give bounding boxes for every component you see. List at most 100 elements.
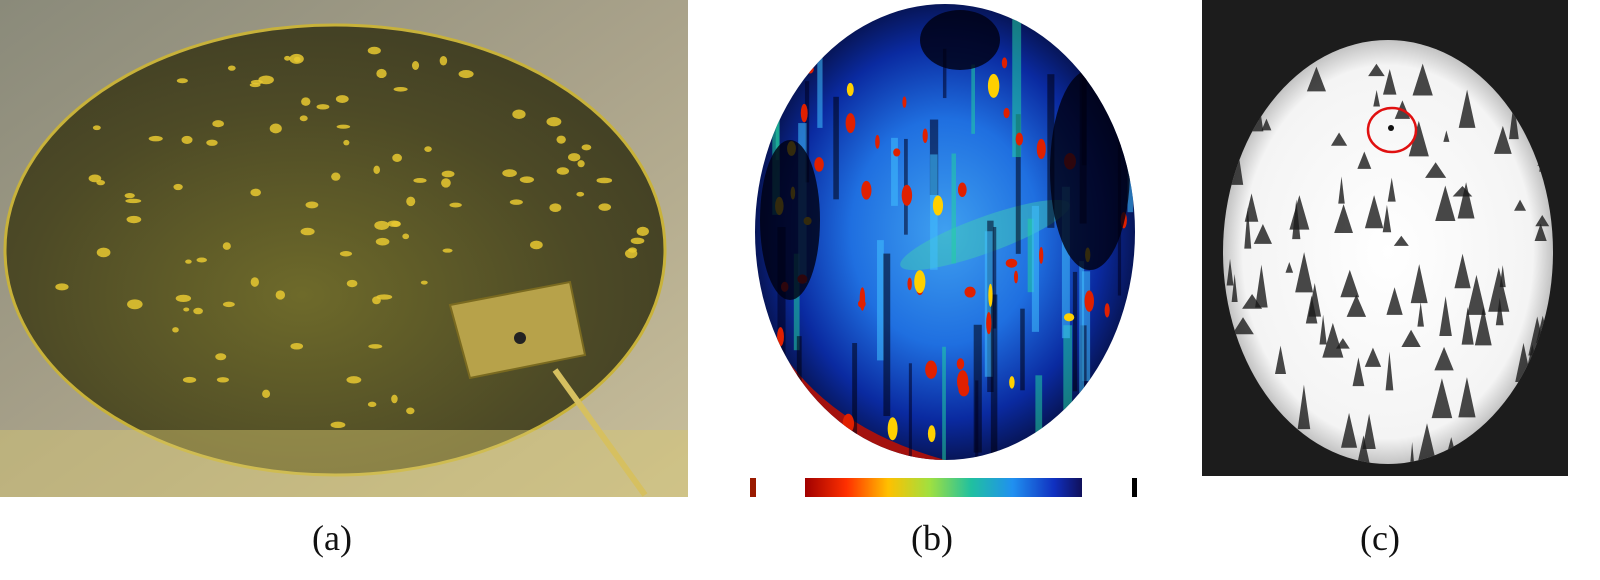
hot-spot — [845, 113, 856, 134]
defect — [1319, 314, 1327, 345]
bubble — [576, 191, 585, 197]
dark-region — [920, 10, 1000, 70]
defect — [1338, 176, 1345, 204]
streak — [804, 81, 810, 183]
bubble — [581, 144, 592, 151]
bubble — [530, 240, 543, 250]
defect — [1364, 347, 1382, 367]
bubble — [406, 196, 416, 207]
bubble — [275, 290, 286, 300]
streak — [775, 92, 779, 161]
defect — [1454, 253, 1471, 289]
bubble — [127, 299, 143, 310]
hot-spot — [1039, 247, 1044, 264]
bubble — [183, 307, 190, 312]
defect — [1244, 207, 1252, 249]
hot-spot — [932, 195, 944, 216]
defect — [1417, 301, 1424, 327]
bubble — [172, 327, 179, 333]
hot-spot — [1013, 270, 1019, 284]
bubble — [439, 55, 448, 66]
bubble — [336, 124, 351, 129]
hot-spot — [956, 358, 965, 370]
hot-spot — [1084, 290, 1094, 312]
bubble — [402, 233, 410, 240]
defect — [1386, 287, 1403, 315]
bubble — [92, 125, 101, 131]
hot-spot — [1063, 313, 1075, 322]
bubble — [222, 242, 231, 250]
hot-spot — [1115, 75, 1124, 94]
bubble — [420, 280, 428, 285]
defect — [1253, 223, 1272, 244]
defect — [1412, 63, 1433, 96]
bubble — [546, 116, 562, 127]
bubble — [406, 407, 415, 415]
color-map-panel — [750, 4, 1137, 497]
bubble — [193, 307, 203, 315]
hot-spot — [925, 360, 938, 379]
hot-spot — [802, 49, 808, 66]
bubble — [375, 237, 390, 246]
defect — [1334, 204, 1353, 233]
defect — [1457, 182, 1475, 219]
hot-spot — [927, 425, 936, 443]
defect — [1458, 89, 1476, 128]
hot-spot — [901, 184, 913, 206]
bubble — [331, 172, 341, 181]
bubble — [181, 135, 193, 144]
defect — [1308, 282, 1322, 317]
defect — [1493, 125, 1512, 154]
hot-spot — [957, 370, 969, 393]
probe-rod — [552, 368, 648, 497]
bubble — [216, 377, 229, 383]
defect — [1508, 101, 1519, 140]
hot-spot — [893, 148, 901, 157]
hot-spot — [1003, 107, 1010, 119]
streak — [817, 21, 823, 128]
hot-spot — [842, 413, 855, 434]
hot-spot — [846, 82, 854, 97]
hot-spot — [787, 55, 797, 75]
streak — [990, 294, 998, 460]
streak — [1072, 271, 1078, 392]
colorbar-min-tick — [750, 478, 756, 497]
bubble — [126, 215, 142, 224]
streak — [777, 227, 786, 377]
defect — [1289, 195, 1310, 230]
hot-spot — [922, 128, 928, 144]
defect — [1255, 264, 1268, 308]
defect — [1382, 69, 1397, 95]
streak — [975, 380, 979, 460]
highlight-circle — [1366, 106, 1418, 154]
hot-spot — [964, 286, 976, 298]
dark-region — [1050, 70, 1130, 270]
bubble — [393, 86, 408, 92]
hot-spot — [1097, 15, 1109, 35]
bubble — [176, 78, 188, 84]
bubble — [376, 68, 387, 79]
streak — [942, 346, 946, 460]
defect — [1488, 267, 1510, 312]
defect — [1434, 346, 1454, 371]
bubble — [250, 188, 261, 197]
defect — [1297, 384, 1311, 430]
bubble — [367, 46, 381, 55]
bubble — [509, 199, 523, 205]
bubble — [173, 183, 183, 191]
hot-spot — [1009, 376, 1015, 389]
defect — [1425, 162, 1447, 178]
streak — [1079, 261, 1085, 438]
bubble — [598, 203, 612, 211]
bubble — [346, 376, 362, 384]
defect — [1346, 294, 1367, 317]
defect — [1534, 223, 1547, 241]
bubble — [316, 104, 330, 110]
defect — [1417, 423, 1437, 464]
hot-spot — [859, 287, 866, 311]
bubble — [206, 139, 218, 146]
bubble — [636, 226, 649, 236]
probe-hole — [514, 332, 526, 344]
bubble — [148, 135, 163, 142]
